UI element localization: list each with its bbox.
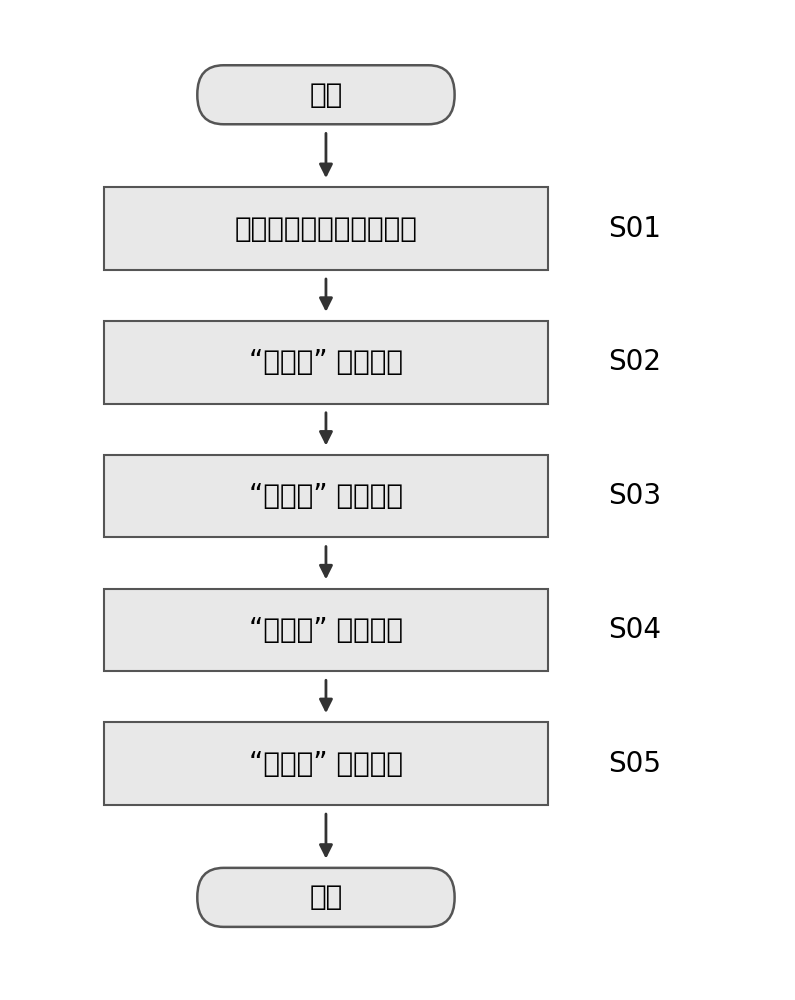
Bar [104, 187, 548, 270]
Bar [104, 321, 548, 404]
Bar [104, 589, 548, 671]
Text: “一阶段” 规划设计: “一阶段” 规划设计 [249, 348, 403, 376]
Text: S04: S04 [609, 616, 661, 644]
Bar [104, 455, 548, 537]
Text: S01: S01 [609, 215, 661, 243]
Text: S03: S03 [609, 482, 661, 510]
FancyBboxPatch shape [197, 65, 455, 124]
Text: “三阶段” 规划设计: “三阶段” 规划设计 [249, 616, 403, 644]
Text: S02: S02 [609, 348, 661, 376]
FancyBboxPatch shape [197, 868, 455, 927]
Text: “四阶段” 规划设计: “四阶段” 规划设计 [249, 750, 403, 778]
Bar [104, 722, 548, 805]
Text: 开始: 开始 [309, 81, 343, 109]
Text: “二阶段” 规划设计: “二阶段” 规划设计 [249, 482, 403, 510]
Text: S05: S05 [609, 750, 661, 778]
Text: 划分机场群演化发展阶段: 划分机场群演化发展阶段 [235, 215, 417, 243]
Text: 结束: 结束 [309, 883, 343, 911]
